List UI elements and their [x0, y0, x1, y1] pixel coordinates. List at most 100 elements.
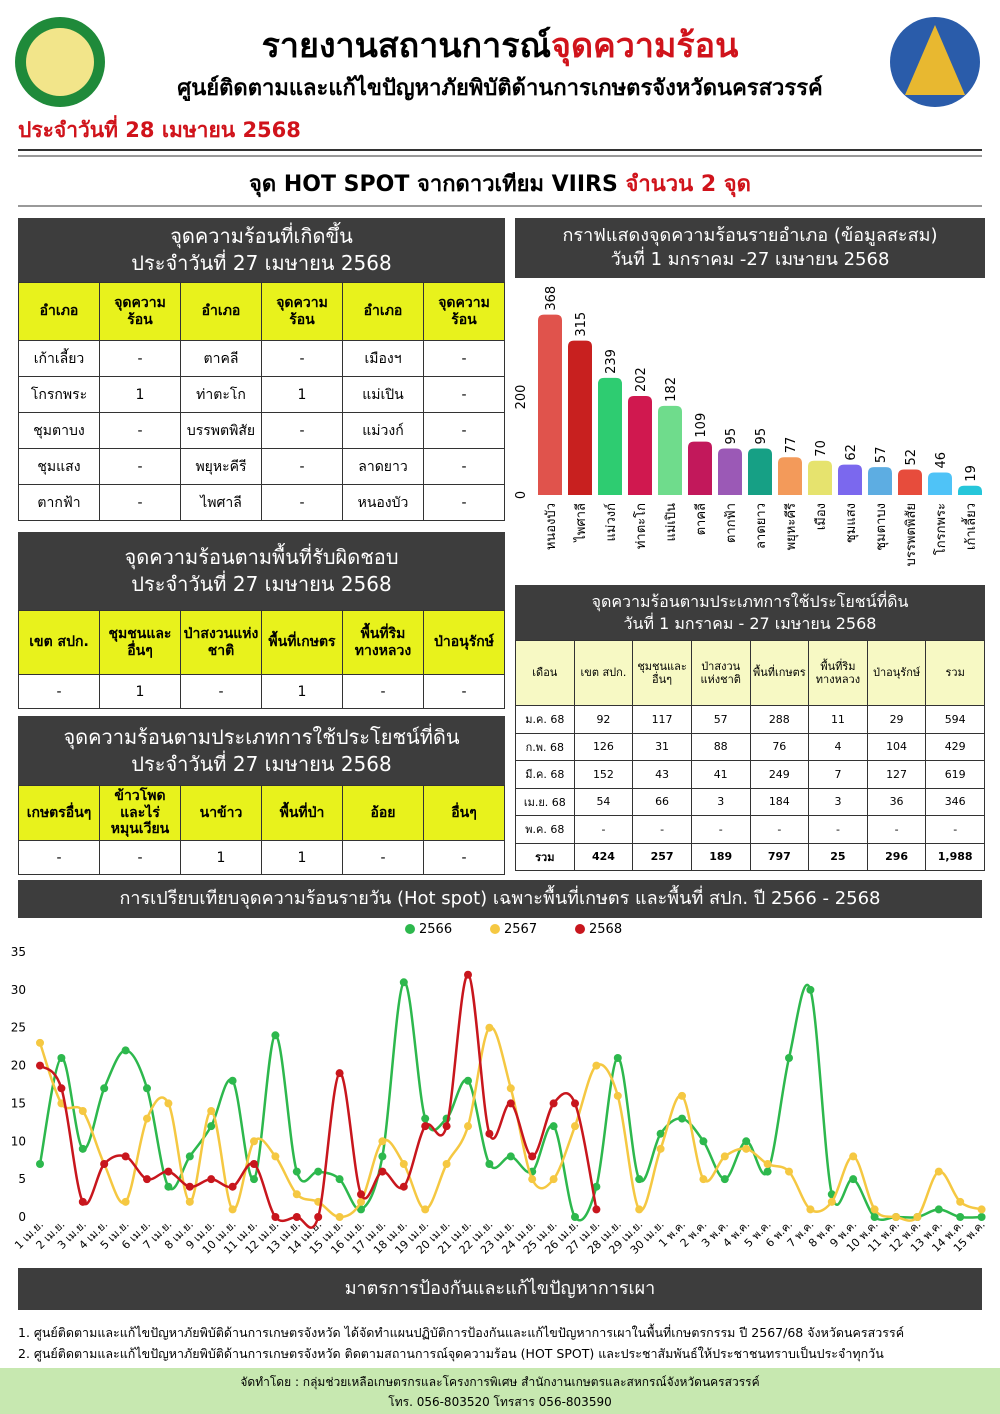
- cell: 1: [180, 840, 262, 875]
- x-tick-label: ตากฟ้า: [724, 503, 739, 543]
- column-header: พื้นที่ป่า: [261, 785, 343, 841]
- point: [292, 1167, 301, 1176]
- value-label: 95: [754, 428, 769, 445]
- value-label: 19: [964, 465, 979, 482]
- cell: -: [423, 448, 505, 485]
- point: [977, 1213, 986, 1221]
- cell: ชุมตาบง: [18, 412, 100, 449]
- cell: ม.ค. 68: [515, 705, 575, 734]
- cell: 92: [573, 705, 634, 734]
- row: ม.ค. 68 92 117 57 288 11 29 594: [515, 705, 985, 734]
- x-tick-label: เมือง: [813, 503, 829, 530]
- table-subtitle: ประจำวันที่ 27 เมษายน 2568: [131, 572, 392, 596]
- point: [635, 1205, 644, 1214]
- cell: มี.ค. 68: [515, 760, 575, 789]
- x-tick-label: หนองบัว: [544, 503, 559, 550]
- column-header: ชุมชนและอื่นๆ: [632, 640, 692, 706]
- value-label: 57: [874, 447, 889, 464]
- point: [913, 1213, 922, 1221]
- y-tick-label: 25: [11, 1021, 26, 1035]
- column-header: อำเภอ: [342, 282, 424, 341]
- point: [849, 1152, 858, 1161]
- cell: 76: [749, 732, 810, 761]
- x-tick-label: พยุหะคีรี: [783, 503, 799, 550]
- value-label: 182: [664, 377, 679, 402]
- value-label: 202: [634, 367, 649, 392]
- table-subtitle: วันที่ 1 มกราคม - 27 เมษายน 2568: [623, 613, 877, 633]
- point: [464, 1122, 472, 1131]
- cell: 3: [690, 787, 751, 816]
- point: [763, 1167, 772, 1176]
- measures-title: มาตรการป้องกันและแก้ไขปัญหาการเผา: [344, 1277, 656, 1299]
- cell: -: [180, 674, 262, 709]
- point: [314, 1213, 323, 1221]
- table-title: จุดความร้อนตามประเภทการใช้ประโยชน์ที่ดิน: [591, 591, 909, 611]
- point: [271, 1031, 280, 1040]
- y-tick-label: 0: [18, 1210, 26, 1224]
- x-tick-label: ท่าตะโก: [633, 503, 649, 549]
- point: [121, 1152, 130, 1161]
- point: [143, 1114, 151, 1123]
- point: [977, 1205, 986, 1214]
- point: [78, 1197, 87, 1206]
- column-header: พื้นที่เกษตร: [261, 610, 343, 675]
- cell: บรรพตพิสัย: [180, 412, 262, 449]
- point: [399, 1160, 408, 1168]
- row: ชุมแสง - พยุหะคีรี - ลาดยาว -: [18, 448, 505, 485]
- bar: [718, 448, 742, 495]
- cell: 31: [632, 732, 692, 761]
- column-header: ข้าวโพดและไร่หมุนเวียน: [99, 785, 181, 841]
- cell: 29: [866, 705, 927, 734]
- point: [78, 1144, 87, 1153]
- cell: -: [423, 376, 505, 413]
- point: [956, 1197, 965, 1206]
- cell: -: [866, 815, 927, 844]
- x-tick-label: ตาคลี: [693, 503, 709, 535]
- x-tick-label: เก้าเลี้ยว: [961, 503, 979, 550]
- header-row: เขต สปก. ชุมชนและอื่นๆ ป่าสงวนแห่งชาติ พื้น…: [18, 610, 505, 675]
- cell: 7: [808, 760, 868, 789]
- point: [143, 1175, 151, 1184]
- value-label: 52: [904, 449, 919, 466]
- cell: -: [423, 484, 505, 521]
- cell: 11: [808, 705, 868, 734]
- point: [571, 1099, 579, 1108]
- footer-credit: จัดทำโดย : กลุ่มช่วยเหลือเกษตรกรและโครงก…: [240, 1375, 760, 1389]
- cell: 57: [690, 705, 751, 734]
- bar: [808, 460, 832, 495]
- bar: [748, 448, 772, 495]
- point: [421, 1114, 430, 1123]
- column-header: อ้อย: [342, 785, 424, 841]
- legend-label: 2568: [589, 922, 622, 937]
- cell: 257: [632, 842, 692, 871]
- row: พ.ค. 68- - - - - - -: [515, 815, 985, 844]
- column-header: รวม: [925, 640, 985, 706]
- column-header: ชุมชนและอื่นๆ: [99, 610, 181, 675]
- table-block: จุดความร้อนตามประเภทการใช้ประโยชน์ที่ดิน…: [18, 716, 505, 875]
- column-header: ป่าสงวนแห่งชาติ: [690, 640, 751, 706]
- column-header: เขต สปก.: [573, 640, 634, 706]
- y-tick-label: 35: [11, 945, 26, 959]
- point: [592, 1205, 601, 1214]
- row: รวม 424 257 189 797 25 296 1,988: [515, 842, 985, 871]
- measure-item: 1. ศูนย์ติดตามและแก้ไขปัญหาภัยพิบัติด้าน…: [18, 1325, 905, 1340]
- row: ชุมตาบง - บรรพตพิสัย - แม่วงก์ -: [18, 412, 505, 449]
- logo-right-shrine: [905, 25, 965, 95]
- point: [292, 1213, 301, 1221]
- point: [250, 1160, 258, 1168]
- point: [228, 1182, 237, 1191]
- table-title: จุดความร้อนตามประเภทการใช้ประโยชน์ที่ดิน: [63, 724, 460, 749]
- point: [335, 1213, 344, 1221]
- header-row: เดือน เขต สปก. ชุมชนและอื่นๆ ป่าสงวนแห่งชาต…: [515, 640, 985, 706]
- table-subtitle: ประจำวันที่ 27 เมษายน 2568: [131, 251, 392, 275]
- cell: เม.ย. 68: [515, 787, 575, 816]
- cell: 1: [261, 674, 343, 709]
- point: [485, 1160, 494, 1168]
- cell: แม่เปิน: [342, 376, 424, 413]
- row: ตากฟ้า - ไพศาลี - หนองบัว -: [18, 484, 505, 521]
- column-header: จุดความร้อน: [99, 282, 181, 341]
- cell: ตากฟ้า: [18, 484, 100, 521]
- x-tick-label: ชุมตาบง: [874, 503, 889, 551]
- cell: -: [99, 340, 181, 377]
